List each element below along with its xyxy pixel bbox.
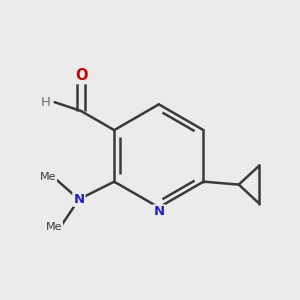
Text: Me: Me xyxy=(46,222,62,232)
Text: H: H xyxy=(41,96,51,109)
Text: N: N xyxy=(153,205,164,218)
Text: Me: Me xyxy=(40,172,56,182)
Text: N: N xyxy=(73,193,84,206)
Text: O: O xyxy=(75,68,87,83)
